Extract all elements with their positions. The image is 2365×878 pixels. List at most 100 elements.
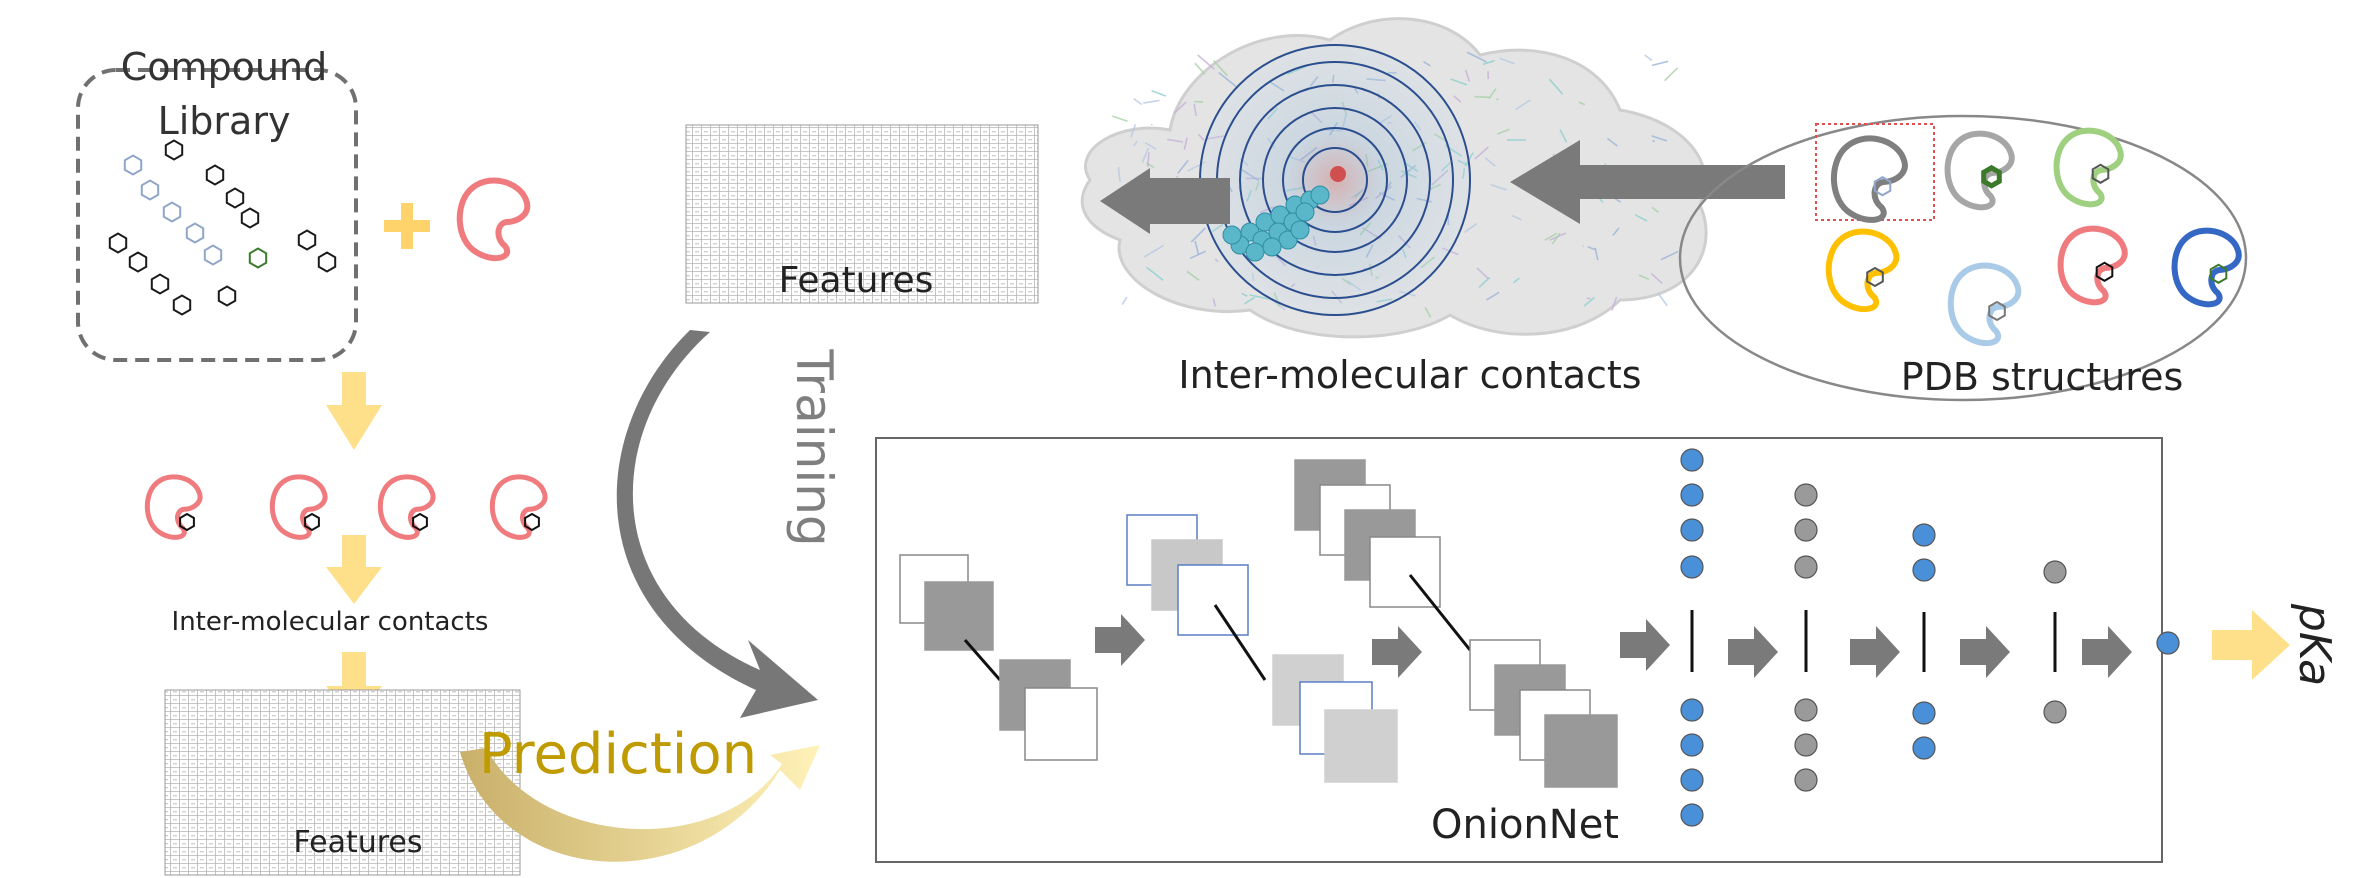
- inter-contacts-left-label: Inter-molecular contacts: [172, 607, 489, 637]
- protein-stick: [1450, 78, 1468, 86]
- protein-stick: [1582, 245, 1585, 248]
- block-arrow-icon: [1850, 639, 1878, 665]
- protein-stick: [1651, 60, 1669, 67]
- protein-stick: [1484, 157, 1496, 167]
- hexagon-ligand-icon: [128, 251, 148, 273]
- protein-stick: [1249, 294, 1270, 300]
- protein-pocket-icon: [489, 474, 548, 540]
- protein-pocket-icon: [1944, 130, 2015, 211]
- block-arrow-icon: [1095, 627, 1123, 653]
- protein-stick: [1478, 276, 1491, 288]
- protein-stick: [1651, 206, 1659, 213]
- hexagon-ligand-icon: [2209, 263, 2228, 284]
- block-arrow-icon: [2082, 639, 2110, 665]
- protein-stick: [1650, 273, 1663, 284]
- connection-line: [1408, 574, 1472, 651]
- protein-stick: [1544, 232, 1558, 241]
- hexagon-ligand-icon: [140, 179, 160, 201]
- network-arrows: [1095, 614, 2132, 678]
- protein-stick: [1241, 292, 1248, 297]
- features-table-bottom: Features: [164, 689, 521, 876]
- ligand-atom: [1222, 225, 1242, 245]
- protein-stick: [1638, 274, 1650, 281]
- protein-pocket-icon: [2057, 225, 2128, 306]
- protein-stick: [1143, 99, 1160, 104]
- neural-node-icon: [1912, 523, 1936, 547]
- onionnet-label: OnionNet: [1431, 802, 1619, 848]
- compound-library: Compound Library: [76, 45, 358, 362]
- protein-stick: [1587, 246, 1596, 251]
- protein-stick: [1146, 266, 1164, 281]
- protein-pocket-icon: [2171, 227, 2242, 308]
- protein-stick: [1466, 51, 1487, 63]
- protein-stick: [1594, 247, 1599, 261]
- neural-node-icon: [2043, 700, 2067, 724]
- ligand-atom: [1310, 185, 1330, 205]
- protein-stick: [1177, 159, 1189, 174]
- protein-stick: [1218, 71, 1237, 88]
- hexagon-ligand-icon: [150, 273, 170, 295]
- hexagon-ligand-icon: [2091, 163, 2110, 184]
- neural-node-icon: [1680, 698, 1704, 722]
- protein-stick: [1141, 147, 1150, 163]
- protein-stick: [1499, 57, 1515, 65]
- protein-left-arrow: [1100, 168, 1230, 234]
- block-arrow-icon: [1728, 639, 1756, 665]
- protein-pocket-icon: [144, 474, 203, 540]
- neural-node-icon: [1794, 768, 1818, 792]
- left-flow-arrow-2: [326, 535, 382, 604]
- ligand-atom: [1295, 202, 1315, 222]
- ligand-atom: [1290, 220, 1310, 240]
- neural-node-icon: [1794, 483, 1818, 507]
- hexagon-ligand-icon: [1866, 266, 1884, 288]
- hexagon-ligand-icon: [179, 512, 195, 532]
- conv-layers: [899, 459, 1618, 788]
- neural-node-icon: [1794, 698, 1818, 722]
- neural-node-icon: [1794, 555, 1818, 579]
- hexagon-ligand-icon: [1988, 300, 2006, 322]
- protein-stick: [1424, 307, 1432, 318]
- hexagon-ligand-icon: [185, 222, 205, 244]
- pdb-arrow: [1510, 140, 1785, 224]
- protein-stick: [1578, 101, 1586, 106]
- protein-stick: [1193, 103, 1197, 117]
- protein-pocket-icon: [2053, 127, 2124, 208]
- protein-stick: [1212, 298, 1217, 307]
- protein-stick: [1548, 78, 1564, 95]
- hexagon-ligand-icon: [162, 201, 182, 223]
- contact-shell: [1302, 147, 1368, 213]
- pdb-pockets: [1825, 127, 2242, 347]
- block-arrow-icon: [1646, 619, 1670, 671]
- ligand-atom: [1245, 242, 1265, 262]
- feature-map: [1177, 564, 1249, 636]
- hexagon-ligand-icon: [123, 154, 143, 176]
- protein-stick: [1497, 128, 1510, 135]
- hexagon-ligand-icon: [524, 512, 540, 532]
- protein-stick: [1559, 129, 1568, 143]
- protein-stick: [1214, 258, 1219, 263]
- neural-node-icon: [1912, 558, 1936, 582]
- library-title-line1: Compound: [121, 45, 327, 89]
- feature-map: [1369, 536, 1441, 608]
- protein-stick: [1476, 267, 1489, 280]
- hexagon-ligand-icon: [2095, 261, 2114, 282]
- neural-node-icon: [2156, 631, 2180, 655]
- pdb-ellipse: [1678, 114, 2248, 402]
- protein-stick: [1644, 54, 1653, 62]
- protein-stick: [1121, 296, 1128, 306]
- features-bottom-label: Features: [294, 825, 423, 860]
- protein-stick: [1190, 227, 1206, 243]
- neural-node-icon: [1680, 448, 1704, 472]
- neural-node-icon: [1912, 701, 1936, 725]
- protein-stick: [1551, 232, 1561, 245]
- neural-node-icon: [2043, 560, 2067, 584]
- protein-stick: [1606, 137, 1618, 147]
- protein-stick: [1183, 137, 1188, 150]
- protein-stick: [1612, 227, 1620, 236]
- shell-center: [1330, 166, 1346, 182]
- library-title-line2: Library: [158, 99, 291, 143]
- library-ligands: [108, 139, 337, 316]
- protein-stick: [1133, 140, 1138, 147]
- protein-stick: [1117, 166, 1121, 182]
